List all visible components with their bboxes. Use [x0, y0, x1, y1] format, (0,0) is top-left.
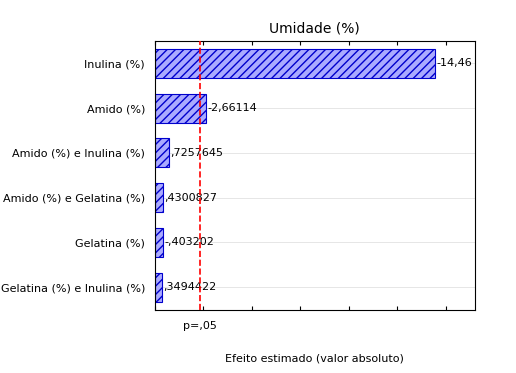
Text: ,7257645: ,7257645: [170, 148, 223, 158]
Bar: [155, 138, 169, 167]
Text: -2,66114: -2,66114: [208, 103, 257, 113]
Text: -,403202: -,403202: [164, 238, 214, 247]
Text: -14,46: -14,46: [437, 59, 473, 68]
Text: p=,05: p=,05: [183, 321, 216, 331]
Title: Umidade (%): Umidade (%): [269, 22, 360, 36]
Bar: [155, 183, 163, 212]
Text: ,3494422: ,3494422: [163, 282, 216, 292]
Bar: [155, 94, 206, 123]
Bar: [155, 228, 163, 257]
Text: Efeito estimado (valor absoluto): Efeito estimado (valor absoluto): [225, 354, 404, 364]
Bar: [155, 49, 435, 78]
Bar: [155, 273, 162, 302]
Text: ,4300827: ,4300827: [165, 193, 218, 203]
